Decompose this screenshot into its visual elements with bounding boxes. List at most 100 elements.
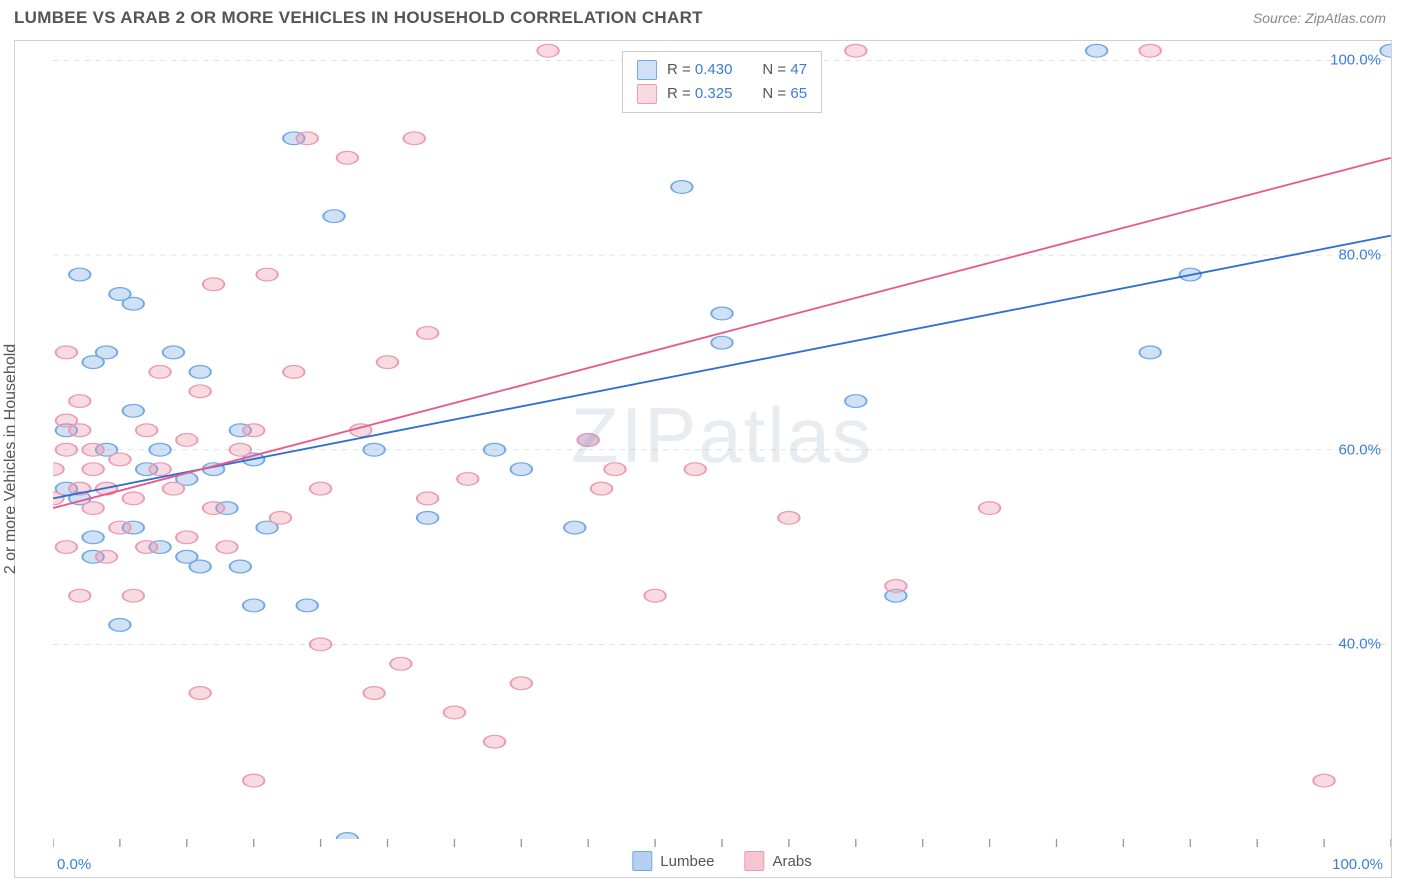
y-tick-label: 40.0% xyxy=(1338,636,1381,653)
data-point xyxy=(163,482,184,495)
data-point xyxy=(96,550,117,563)
source-label: Source: ZipAtlas.com xyxy=(1253,10,1386,26)
data-point xyxy=(56,346,77,359)
data-point xyxy=(537,44,558,57)
data-point xyxy=(885,580,906,593)
legend-swatch xyxy=(637,84,657,104)
data-point xyxy=(297,599,318,612)
data-point xyxy=(417,511,438,524)
trend-line xyxy=(53,236,1391,499)
data-point xyxy=(69,424,90,437)
data-point xyxy=(203,502,224,515)
data-point xyxy=(671,181,692,194)
data-point xyxy=(310,638,331,651)
data-point xyxy=(1380,44,1391,57)
data-point xyxy=(711,307,732,320)
data-point xyxy=(82,443,103,456)
data-point xyxy=(53,463,64,476)
data-point xyxy=(1139,44,1160,57)
legend-item: Arabs xyxy=(745,851,812,871)
data-point xyxy=(484,443,505,456)
data-point xyxy=(417,327,438,340)
data-point xyxy=(564,521,585,534)
x-max-label: 100.0% xyxy=(1332,856,1383,873)
y-tick-label: 80.0% xyxy=(1338,247,1381,264)
data-point xyxy=(363,443,384,456)
data-point xyxy=(123,404,144,417)
data-point xyxy=(123,297,144,310)
data-point xyxy=(243,424,264,437)
data-point xyxy=(511,677,532,690)
data-point xyxy=(685,463,706,476)
data-point xyxy=(189,365,210,378)
data-point xyxy=(82,531,103,544)
data-point xyxy=(203,278,224,291)
data-point xyxy=(711,336,732,349)
data-point xyxy=(604,463,625,476)
legend-swatch xyxy=(632,851,652,871)
chart-container: 2 or more Vehicles in Household ZIPatlas… xyxy=(14,40,1392,878)
data-point xyxy=(56,541,77,554)
r-label: R = 0.430 xyxy=(667,58,732,82)
y-tick-label: 100.0% xyxy=(1330,52,1381,69)
stats-legend-row: R = 0.325 N = 65 xyxy=(637,82,807,106)
data-point xyxy=(979,502,1000,515)
series-legend: Lumbee Arabs xyxy=(632,851,811,871)
data-point xyxy=(189,687,210,700)
scatter-svg xyxy=(53,41,1391,839)
data-point xyxy=(1086,44,1107,57)
data-point xyxy=(591,482,612,495)
n-label: N = 65 xyxy=(762,82,807,106)
data-point xyxy=(778,511,799,524)
data-point xyxy=(270,511,291,524)
data-point xyxy=(176,434,197,447)
data-point xyxy=(69,589,90,602)
data-point xyxy=(136,424,157,437)
data-point xyxy=(444,706,465,719)
data-point xyxy=(337,151,358,164)
data-point xyxy=(297,132,318,145)
legend-swatch xyxy=(637,60,657,80)
data-point xyxy=(189,560,210,573)
legend-label: Arabs xyxy=(773,853,812,870)
data-point xyxy=(149,365,170,378)
legend-item: Lumbee xyxy=(632,851,714,871)
data-point xyxy=(377,356,398,369)
chart-title: LUMBEE VS ARAB 2 OR MORE VEHICLES IN HOU… xyxy=(14,8,703,28)
stats-legend-row: R = 0.430 N = 47 xyxy=(637,58,807,82)
data-point xyxy=(243,774,264,787)
data-point xyxy=(230,560,251,573)
x-axis-area: 0.0% 100.0% Lumbee Arabs xyxy=(53,839,1391,877)
legend-swatch xyxy=(745,851,765,871)
data-point xyxy=(69,268,90,281)
trend-line xyxy=(53,158,1391,508)
data-point xyxy=(136,541,157,554)
data-point xyxy=(1139,346,1160,359)
data-point xyxy=(149,463,170,476)
data-point xyxy=(123,492,144,505)
data-point xyxy=(283,365,304,378)
x-ticks xyxy=(53,839,1391,851)
data-point xyxy=(69,395,90,408)
data-point xyxy=(577,434,598,447)
data-point xyxy=(845,395,866,408)
data-point xyxy=(243,599,264,612)
data-point xyxy=(109,453,130,466)
data-point xyxy=(417,492,438,505)
data-point xyxy=(1313,774,1334,787)
r-label: R = 0.325 xyxy=(667,82,732,106)
data-point xyxy=(390,657,411,670)
data-point xyxy=(189,385,210,398)
data-point xyxy=(644,589,665,602)
data-point xyxy=(484,735,505,748)
data-point xyxy=(123,589,144,602)
plot-area: ZIPatlas 40.0%60.0%80.0%100.0% R = 0.430… xyxy=(53,41,1391,839)
x-min-label: 0.0% xyxy=(57,856,91,873)
legend-label: Lumbee xyxy=(660,853,714,870)
data-point xyxy=(511,463,532,476)
data-point xyxy=(230,443,251,456)
y-tick-label: 60.0% xyxy=(1338,441,1381,458)
data-point xyxy=(457,473,478,486)
data-point xyxy=(96,346,117,359)
data-point xyxy=(404,132,425,145)
